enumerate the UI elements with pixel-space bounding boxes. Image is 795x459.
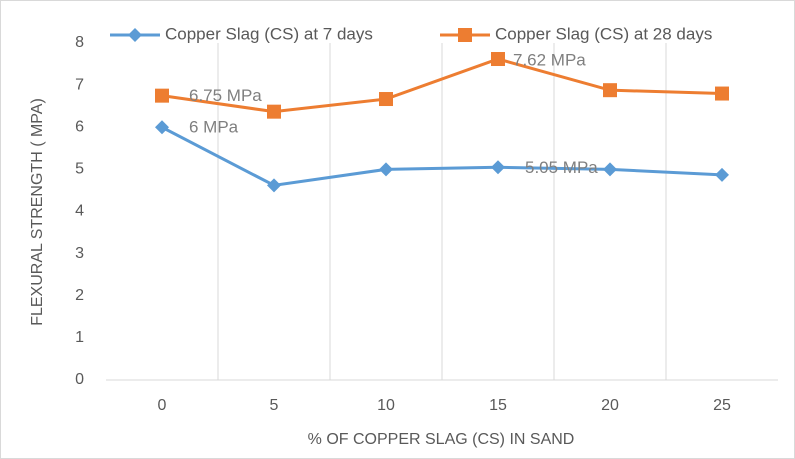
data-point [267,104,281,119]
y-tick-label: 5 [75,161,84,178]
series-line [161,57,723,114]
data-point [491,52,505,67]
legend-marker [458,28,472,42]
data-point [603,83,617,98]
data-point [155,120,169,135]
data-label: 6 MPa [189,118,239,137]
data-point [379,92,393,107]
series-line [161,125,723,187]
data-point [715,167,729,182]
data-label: 7.62 MPa [513,50,586,69]
y-tick-label: 3 [75,245,84,262]
data-label: 6.75 MPa [189,86,262,105]
x-tick-label: 15 [489,397,507,414]
y-tick-label: 4 [75,203,84,220]
legend-marker [128,28,142,42]
y-tick-label: 8 [75,34,84,51]
data-point [379,162,393,177]
y-axis-title: FLEXURAL STRENGTH ( MPA) [29,98,46,326]
x-axis-title: % OF COPPER SLAG (CS) IN SAND [308,431,575,448]
y-tick-label: 1 [75,329,84,346]
y-tick-label: 6 [75,118,84,135]
data-label: 5.05 MPa [525,158,598,177]
data-point [603,162,617,177]
data-point [491,160,505,175]
x-tick-label: 0 [158,397,167,414]
y-tick-label: 2 [75,287,84,304]
x-tick-label: 5 [270,397,279,414]
legend-label: Copper Slag (CS) at 7 days [165,24,373,43]
data-point [267,178,281,193]
data-point [155,88,169,103]
legend-label: Copper Slag (CS) at 28 days [495,24,712,43]
x-tick-label: 25 [713,397,731,414]
y-tick-label: 0 [75,371,84,388]
x-tick-label: 10 [377,397,395,414]
data-point [715,86,729,101]
y-tick-label: 7 [75,76,84,93]
x-tick-label: 20 [601,397,619,414]
